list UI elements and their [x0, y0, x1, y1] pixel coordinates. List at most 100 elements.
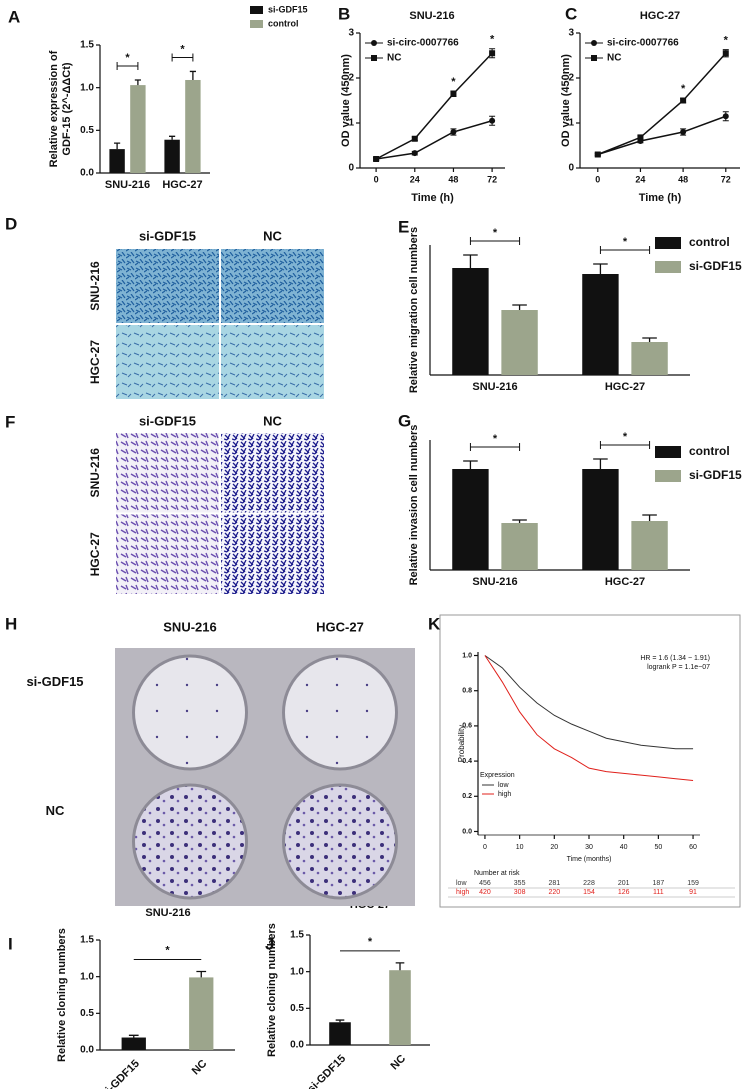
- column-label: si-GDF15: [139, 413, 196, 428]
- point: [722, 113, 729, 120]
- error-bar: [642, 514, 657, 521]
- bar: [185, 79, 201, 173]
- point: [450, 90, 457, 97]
- x-tick-label: 0: [374, 174, 379, 184]
- bar: [121, 1037, 146, 1050]
- x-tick-label: 72: [721, 174, 731, 184]
- bar: [631, 342, 668, 375]
- risk-count: 187: [653, 880, 665, 887]
- series-line: [484, 655, 694, 781]
- y-tick-label: 1.5: [80, 40, 94, 51]
- x-tick-label: NC: [388, 1053, 408, 1073]
- x-tick-label: si-GDF15: [99, 1058, 142, 1089]
- chart-title: SNU-216: [145, 907, 190, 919]
- panel-letter: B: [338, 4, 350, 23]
- risk-count: 228: [583, 880, 595, 887]
- significance: *: [623, 236, 628, 248]
- x-tick-label: SNU-216: [472, 576, 517, 588]
- micrograph: [221, 325, 324, 399]
- y-axis-label: Relative cloning numbers: [266, 923, 278, 1057]
- legend-label: low: [498, 782, 509, 789]
- panel-letter: D: [5, 214, 17, 233]
- point: [594, 151, 601, 158]
- legend-title: Expression: [480, 772, 515, 779]
- legend-swatch: [655, 446, 681, 458]
- annotation: logrank P = 1.1e−07: [647, 664, 710, 671]
- point: [373, 156, 380, 162]
- x-axis-label: Time (h): [411, 192, 454, 204]
- y-axis-label: Relative expression of: [48, 50, 60, 167]
- y-tick-label: 3: [568, 28, 574, 39]
- bar: [452, 469, 489, 570]
- error-bar: [134, 79, 141, 86]
- x-tick-label: 24: [635, 174, 645, 184]
- error-bar: [593, 263, 608, 274]
- panel-letter: F: [5, 412, 15, 431]
- y-tick-label: 0.0: [462, 828, 472, 835]
- error-bar: [395, 962, 405, 971]
- y-axis-label: Relative cloning numbers: [56, 928, 68, 1062]
- x-tick-label: 48: [448, 174, 458, 184]
- row-label: HGC-27: [88, 532, 102, 576]
- significance: *: [490, 34, 495, 46]
- row-label: SNU-216: [88, 261, 102, 311]
- annotation: HR = 1.6 (1.34 − 1.91): [640, 655, 710, 662]
- significance: *: [368, 936, 373, 948]
- row-label: si-GDF15: [26, 674, 83, 689]
- point: [680, 97, 687, 104]
- risk-count: 111: [653, 889, 664, 896]
- x-tick-label: 72: [487, 174, 497, 184]
- legend-label: control: [689, 444, 730, 458]
- legend-swatch: [655, 261, 681, 273]
- significance: *: [165, 944, 170, 956]
- row-label: SNU-216: [88, 448, 102, 498]
- panel-letter: A: [8, 7, 20, 26]
- legend-label: si-circ-0007766: [607, 38, 679, 49]
- risk-count: 355: [514, 880, 526, 887]
- column-label: SNU-216: [163, 619, 216, 634]
- risk-count: 308: [514, 889, 526, 896]
- x-tick-label: NC: [190, 1058, 210, 1078]
- row-label: NC: [46, 803, 65, 818]
- y-tick-label: 0.2: [462, 793, 472, 800]
- y-tick-label: 0.5: [80, 1008, 94, 1019]
- panel-letter: K: [428, 614, 441, 633]
- bar: [501, 310, 538, 375]
- significance: *: [724, 35, 729, 47]
- panel-letter: J: [265, 934, 274, 953]
- micrograph: [116, 433, 219, 513]
- y-tick-label: 1.5: [290, 930, 304, 941]
- y-tick-label: 2: [568, 73, 574, 84]
- significance: *: [681, 83, 686, 95]
- micrograph: [221, 249, 324, 323]
- bar: [130, 85, 146, 173]
- legend-label: control: [689, 235, 730, 249]
- bar: [109, 149, 125, 173]
- y-tick-label: 0: [348, 163, 354, 174]
- significance: *: [493, 227, 498, 239]
- x-tick-label: 0: [595, 174, 600, 184]
- bar: [582, 469, 619, 570]
- error-bar: [512, 304, 527, 310]
- micrograph: [221, 514, 324, 594]
- bar: [389, 970, 411, 1045]
- risk-count: 456: [479, 880, 491, 887]
- point: [489, 50, 496, 57]
- bar: [501, 523, 538, 570]
- y-tick-label: 0.5: [290, 1003, 304, 1014]
- error-bar: [196, 970, 207, 978]
- y-tick-label: 1.0: [80, 971, 94, 982]
- y-tick-label: 1: [568, 118, 574, 129]
- y-tick-label: 0.0: [290, 1040, 304, 1051]
- x-tick-label: HGC-27: [605, 576, 645, 588]
- x-tick-label: 48: [678, 174, 688, 184]
- x-tick-label: SNU-216: [105, 179, 150, 191]
- error-bar: [335, 1019, 345, 1023]
- y-tick-label: 0.6: [462, 723, 472, 730]
- y-tick-label: 0.4: [462, 758, 472, 765]
- error-bar: [463, 460, 478, 469]
- y-tick-label: 0: [568, 163, 574, 174]
- y-tick-label: 1.5: [80, 935, 94, 946]
- y-tick-label: 0.0: [80, 1045, 94, 1056]
